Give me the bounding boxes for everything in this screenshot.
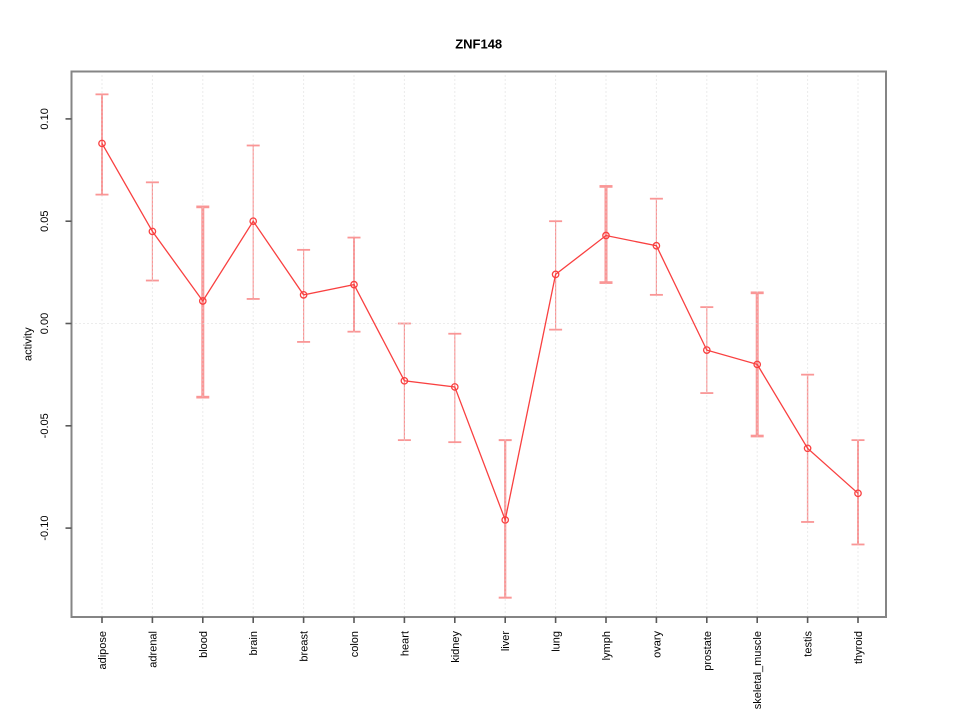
data-point — [350, 280, 358, 289]
x-tick-label: thyroid — [853, 631, 865, 664]
x-tick-label: blood — [198, 631, 210, 658]
data-point — [148, 227, 157, 236]
y-tick-label: -0.05 — [39, 413, 51, 438]
y-tick-label: -0.10 — [39, 516, 51, 541]
data-point — [602, 231, 610, 240]
data-point — [450, 383, 459, 391]
x-tick-label: skeletal_muscle — [752, 631, 764, 709]
data-point — [753, 360, 762, 369]
data-point — [803, 444, 812, 453]
x-tick-label: ovary — [651, 631, 663, 658]
data-point — [702, 346, 711, 354]
data-point — [400, 376, 409, 385]
data-point — [501, 516, 510, 524]
x-tick-label: lymph — [601, 631, 613, 660]
y-tick-label: 0.05 — [39, 210, 51, 231]
data-point — [198, 297, 207, 305]
data-point — [652, 241, 661, 250]
series-line — [101, 143, 859, 523]
data-point — [98, 139, 106, 148]
chart-title: ZNF148 — [455, 37, 502, 52]
x-tick-label: prostate — [702, 631, 714, 671]
x-tick-label: colon — [349, 631, 361, 657]
x-tick-label: kidney — [450, 631, 462, 663]
x-tick-label: adipose — [97, 631, 109, 670]
x-tick-label: testis — [803, 631, 815, 657]
x-tick-label: lung — [551, 631, 563, 652]
data-point — [551, 270, 560, 279]
data-point — [249, 217, 258, 226]
y-axis-title: activity — [23, 327, 35, 361]
x-tick-label: breast — [299, 631, 311, 662]
x-tick-label: brain — [248, 631, 260, 655]
x-tick-label: liver — [500, 631, 512, 652]
y-tick-label: 0.10 — [39, 108, 51, 129]
data-point — [299, 291, 308, 299]
x-tick-label: heart — [399, 631, 411, 656]
plot-frame — [70, 70, 887, 618]
data-point — [854, 489, 862, 498]
y-tick-label: 0.00 — [39, 313, 51, 334]
x-tick-label: adrenal — [147, 631, 159, 668]
